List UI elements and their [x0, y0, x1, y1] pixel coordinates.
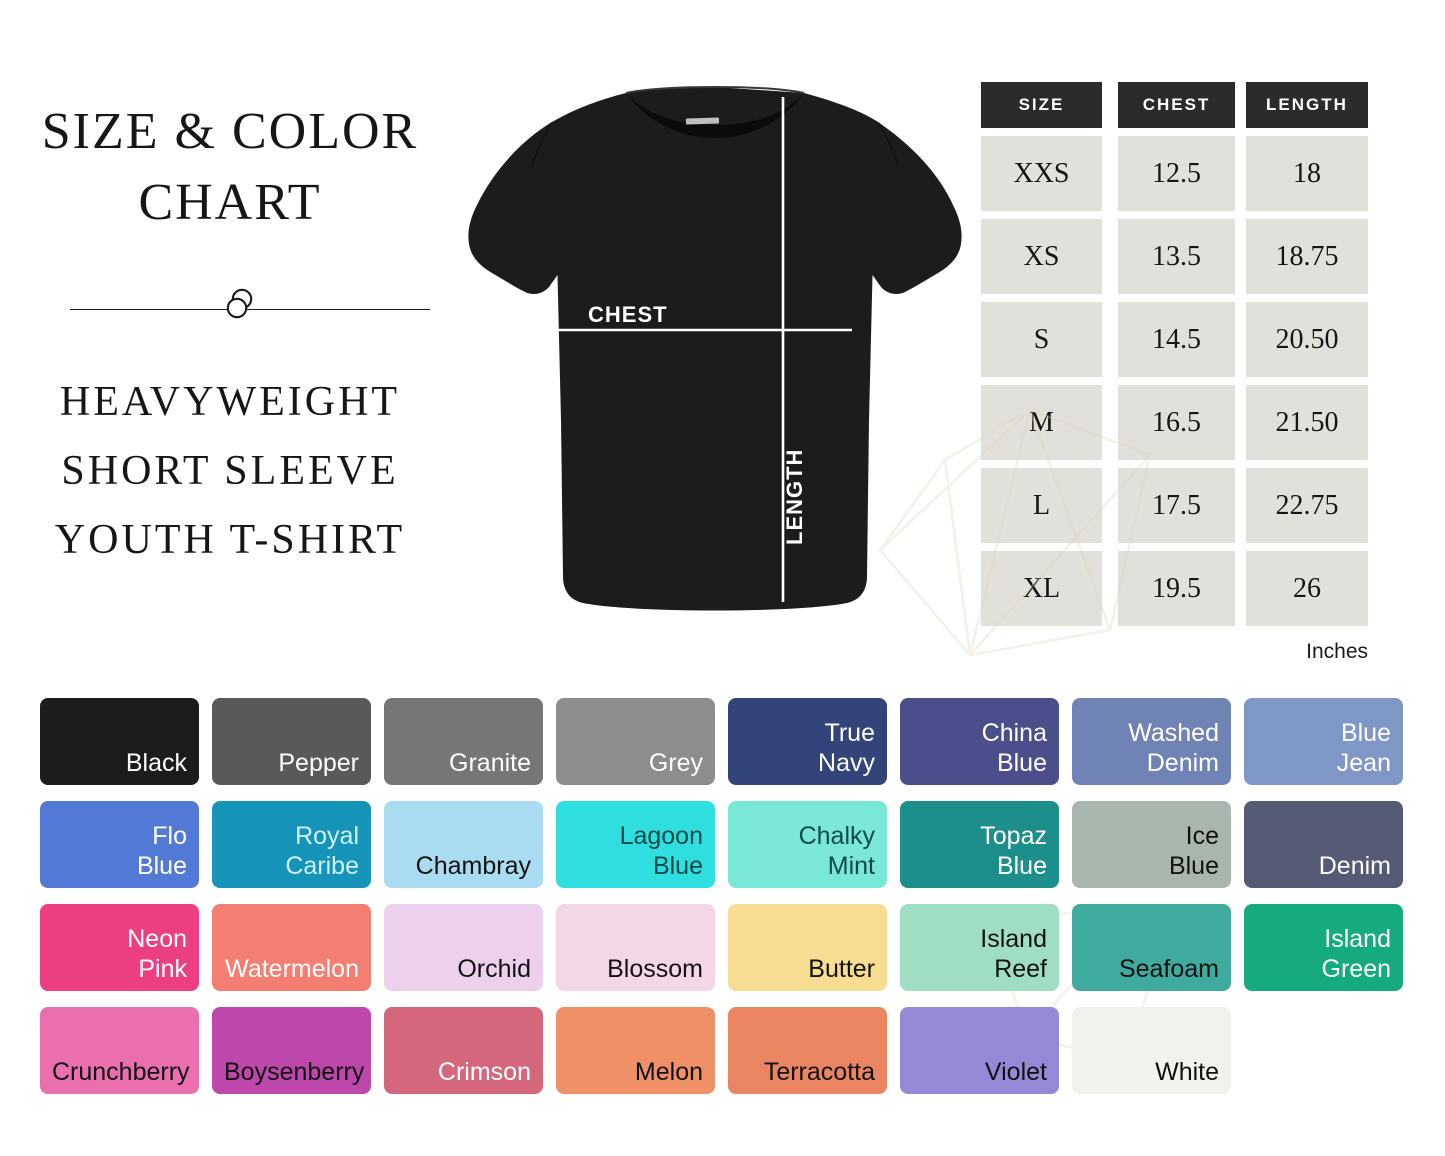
svg-text:CHEST: CHEST	[588, 302, 668, 327]
svg-text:LENGTH: LENGTH	[782, 449, 807, 545]
